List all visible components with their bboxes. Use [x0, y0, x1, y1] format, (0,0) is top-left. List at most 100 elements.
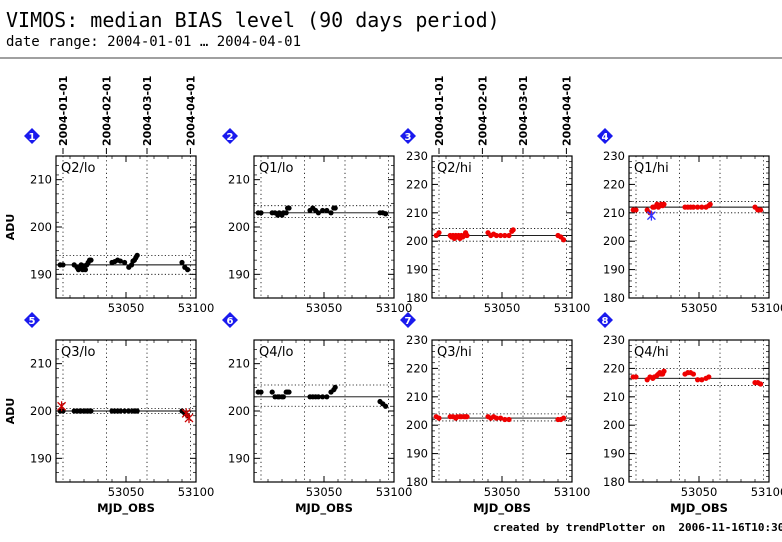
panel-2: 190 200 210 53050 53100 Q1/lo 2 — [222, 128, 412, 315]
plot-frame — [55, 155, 197, 299]
date-label: 2004-01-01 — [57, 76, 70, 146]
panel-number: 1 — [29, 132, 36, 143]
y-tick-label: 220 — [603, 177, 625, 191]
date-label: 2004-04-01 — [560, 76, 573, 146]
y-tick-label: 200 — [603, 234, 625, 248]
data-point — [82, 267, 88, 273]
panel-label: Q4/hi — [634, 345, 669, 360]
y-tick-label: 190 — [406, 263, 428, 277]
data-point — [699, 377, 705, 383]
data-point — [383, 211, 389, 217]
x-tick-label: 53050 — [108, 301, 145, 315]
y-tick-label: 210 — [228, 173, 250, 187]
data-point — [258, 389, 264, 395]
date-label: 2004-04-01 — [184, 76, 197, 146]
plot-frame — [628, 339, 770, 483]
plot-frame — [253, 339, 395, 483]
data-point — [134, 252, 140, 258]
y-tick-label: 230 — [406, 149, 428, 163]
y-tick-label: 200 — [228, 404, 250, 418]
date-label: 2004-01-01 — [433, 76, 446, 146]
panel-8: 180 190 200 210 220 230 53050 53100 Q4/hi 8 MJD_OB… — [597, 312, 782, 516]
y-tick-label: 200 — [603, 418, 625, 432]
y-tick-label: 210 — [603, 206, 625, 220]
y-tick-label: 230 — [603, 333, 625, 347]
data-point — [185, 267, 191, 273]
data-point — [502, 232, 508, 239]
x-tick-label: 53050 — [681, 485, 718, 499]
y-tick-label: 180 — [406, 475, 428, 489]
x-tick-label: 53050 — [484, 301, 521, 315]
plot-frame — [431, 155, 573, 299]
x-tick-label: 53050 — [306, 301, 343, 315]
footer-credit: created by trendPlotter on 2006-11-16T10… — [493, 521, 782, 534]
outlier-point — [646, 210, 656, 221]
panel-7: 180 190 200 210 220 230 53050 53100 Q3/hi 7 MJD_OB… — [400, 312, 590, 516]
data-point — [633, 207, 639, 213]
data-point — [436, 415, 442, 421]
x-tick-label: 53100 — [178, 485, 215, 499]
data-point — [122, 408, 128, 414]
data-point — [506, 232, 512, 239]
date-label: 2004-02-01 — [100, 76, 113, 146]
plot-frame — [253, 155, 395, 299]
plot-frame — [431, 339, 573, 483]
data-point — [506, 416, 512, 423]
panel-label: Q1/lo — [259, 161, 293, 176]
y-tick-label: 190 — [30, 451, 52, 465]
data-point — [269, 389, 275, 395]
panel-number-badge — [24, 312, 40, 328]
y-tick-label: 200 — [406, 418, 428, 432]
y-tick-label: 190 — [228, 451, 250, 465]
panel-number-badge — [222, 312, 238, 328]
x-axis-label: MJD_OBS — [295, 501, 353, 516]
data-point — [324, 207, 330, 214]
data-point — [464, 414, 470, 420]
panel-label: Q3/lo — [61, 345, 95, 360]
data-point — [690, 204, 697, 210]
y-tick-label: 230 — [406, 333, 428, 347]
y-tick-label: 190 — [603, 263, 625, 277]
y-tick-label: 190 — [603, 447, 625, 461]
data-point — [498, 415, 504, 421]
panel-4: 180 190 200 210 220 230 53050 53100 Q1/hi 4 — [597, 128, 782, 315]
data-point — [286, 205, 292, 211]
data-point — [758, 207, 764, 213]
y-tick-label: 210 — [30, 173, 52, 187]
x-tick-label: 53050 — [484, 485, 521, 499]
y-tick-label: 200 — [30, 220, 52, 234]
panel-5: 190 200 210 53050 53100 Q3/lo 5 ADU MJD_OBS — [4, 312, 214, 516]
y-tick-label: 200 — [406, 234, 428, 248]
data-point — [60, 262, 66, 268]
y-tick-label: 180 — [603, 475, 625, 489]
data-point — [332, 205, 338, 211]
data-point — [280, 394, 286, 400]
data-point — [706, 374, 712, 380]
y-axis-label: ADU — [4, 398, 17, 425]
x-tick-label: 53100 — [554, 301, 591, 315]
data-point — [117, 408, 123, 414]
y-tick-label: 180 — [406, 291, 428, 305]
data-point — [493, 415, 499, 421]
data-point — [661, 368, 667, 374]
x-tick-label: 53050 — [681, 301, 718, 315]
y-tick-label: 220 — [406, 361, 428, 375]
data-point — [126, 408, 132, 414]
data-point — [315, 210, 321, 216]
panel-6: 190 200 210 53050 53100 Q4/lo 6 MJD_OBS — [222, 312, 412, 516]
date-label: 2004-03-01 — [141, 76, 154, 146]
panel-number: 4 — [602, 132, 609, 143]
outlier-point — [184, 413, 194, 424]
x-tick-label: 53100 — [554, 485, 591, 499]
plot-frame — [628, 155, 770, 299]
y-tick-label: 200 — [30, 404, 52, 418]
data-point — [633, 374, 639, 380]
panel-number: 8 — [602, 316, 609, 327]
data-point — [283, 210, 289, 216]
data-point — [690, 371, 697, 377]
data-point — [117, 258, 123, 264]
data-point — [498, 232, 504, 239]
outlier-point — [57, 401, 67, 412]
panel-number: 5 — [29, 316, 36, 327]
y-tick-label: 210 — [228, 357, 250, 371]
